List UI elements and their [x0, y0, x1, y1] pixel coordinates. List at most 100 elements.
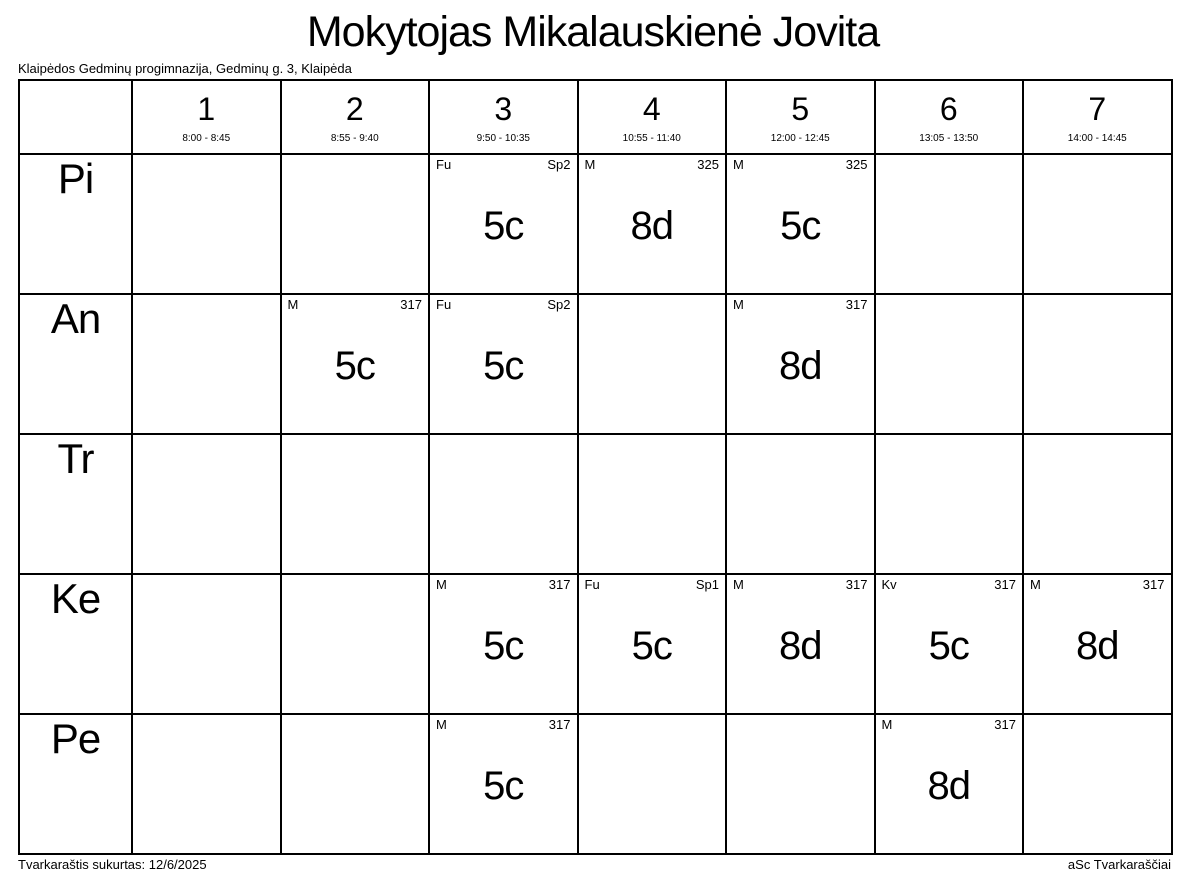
- period-header-1: 1 8:00 - 8:45: [131, 78, 282, 155]
- lesson-cell: Kv 317 5c: [873, 572, 1024, 715]
- subject-abbr: Fu: [436, 296, 452, 312]
- subject-abbr: M: [436, 576, 447, 592]
- empty-cell: [725, 432, 876, 575]
- empty-cell: [873, 432, 1024, 575]
- class-group: 5c: [631, 624, 673, 669]
- day-label-Tr: Tr: [18, 432, 133, 575]
- lesson-content: M 317 5c: [431, 716, 576, 851]
- lesson-meta: M 317: [282, 296, 427, 313]
- lesson-content: M 317 8d: [728, 576, 873, 711]
- period-time: 9:50 - 10:35: [476, 132, 530, 144]
- empty-cell: [1022, 152, 1173, 295]
- empty-cell: [428, 432, 579, 575]
- empty-cell: [576, 712, 727, 855]
- empty-cell: [131, 292, 282, 435]
- lesson-cell: M 317 5c: [428, 572, 579, 715]
- lesson-cell: M 317 8d: [725, 292, 876, 435]
- lesson-meta: Fu Sp2: [431, 156, 576, 173]
- lesson-meta: M 317: [728, 576, 873, 593]
- class-group: 5c: [483, 764, 524, 809]
- subject-abbr: M: [436, 716, 447, 732]
- lesson-cell: M 317 8d: [1022, 572, 1173, 715]
- class-group: 5c: [780, 204, 821, 249]
- empty-cell: [576, 432, 727, 575]
- period-time: 10:55 - 11:40: [622, 132, 681, 144]
- lesson-content: M 317 5c: [282, 296, 427, 431]
- lesson-meta: M 325: [579, 156, 724, 173]
- lesson-meta: Fu Sp2: [431, 296, 576, 313]
- lesson-cell: M 317 5c: [279, 292, 430, 435]
- empty-cell: [1022, 292, 1173, 435]
- class-group: 5c: [483, 204, 524, 249]
- empty-cell: [279, 572, 430, 715]
- class-group: 5c: [334, 344, 376, 389]
- lesson-content: Fu Sp2 5c: [431, 296, 576, 431]
- lesson-cell: M 317 8d: [725, 572, 876, 715]
- subject-abbr: M: [733, 156, 744, 172]
- lesson-cell: M 317 8d: [873, 712, 1024, 855]
- subject-abbr: Fu: [584, 576, 600, 592]
- lesson-cell: Fu Sp1 5c: [576, 572, 727, 715]
- day-row-Pe: Pe M 317 5c M 317 8d: [18, 712, 1173, 855]
- period-header-7: 7 14:00 - 14:45: [1022, 78, 1173, 155]
- empty-cell: [279, 432, 430, 575]
- lesson-meta: M 317: [431, 716, 576, 733]
- day-label-Ke: Ke: [18, 572, 133, 715]
- empty-cell: [279, 712, 430, 855]
- lesson-meta: M 317: [431, 576, 576, 593]
- class-group: 5c: [483, 344, 524, 389]
- footer-created-date: Tvarkaraštis sukurtas: 12/6/2025: [18, 856, 207, 872]
- page-footer: Tvarkaraštis sukurtas: 12/6/2025 aSc Tva…: [18, 856, 1171, 873]
- lesson-content: M 325 5c: [728, 156, 873, 291]
- period-header-2: 2 8:55 - 9:40: [279, 78, 430, 155]
- empty-cell: [131, 712, 282, 855]
- subject-abbr: M: [881, 716, 893, 732]
- room-label: 317: [548, 576, 571, 592]
- period-time: 12:00 - 12:45: [770, 132, 830, 144]
- page-title: Mokytojas Mikalauskienė Jovita: [306, 8, 880, 56]
- class-group: 5c: [483, 624, 524, 669]
- room-label: 317: [548, 716, 571, 732]
- empty-cell: [279, 152, 430, 295]
- period-header-content: 2 8:55 - 9:40: [282, 82, 427, 151]
- class-group: 5c: [928, 624, 970, 669]
- lesson-cell: Fu Sp2 5c: [428, 292, 579, 435]
- class-group: 8d: [927, 764, 971, 809]
- lesson-cell: M 325 5c: [725, 152, 876, 295]
- period-header-content: 1 8:00 - 8:45: [134, 82, 279, 151]
- lesson-cell: Fu Sp2 5c: [428, 152, 579, 295]
- period-number: 7: [1088, 91, 1107, 128]
- day-row-Ke: Ke M 317 5c Fu Sp1 5c M 317 8d Kv 317 5c M 317 8d: [18, 572, 1173, 715]
- period-time: 13:05 - 13:50: [919, 132, 979, 144]
- timetable-body: Pi Fu Sp2 5c M 325 8d M 325 5c An M 317 5c Fu Sp2 5c M 317…: [18, 152, 1173, 855]
- timetable-page: Mokytojas Mikalauskienė Jovita Klaipėdos…: [0, 6, 1186, 886]
- period-header-content: 3 9:50 - 10:35: [431, 82, 576, 151]
- day-label-Pe: Pe: [18, 712, 133, 855]
- room-label: 317: [994, 716, 1016, 732]
- period-number: 6: [939, 91, 958, 128]
- class-group: 8d: [779, 624, 822, 669]
- period-time: 8:55 - 9:40: [330, 132, 379, 144]
- period-number: 1: [197, 91, 216, 128]
- period-time: 8:00 - 8:45: [182, 132, 231, 144]
- lesson-content: M 317 8d: [728, 296, 873, 431]
- lesson-cell: M 317 5c: [428, 712, 579, 855]
- subject-abbr: Fu: [436, 156, 452, 172]
- room-label: 317: [400, 296, 422, 312]
- period-number: 4: [642, 91, 661, 128]
- lesson-meta: M 325: [728, 156, 873, 173]
- empty-cell: [1022, 432, 1173, 575]
- day-label-An: An: [18, 292, 133, 435]
- period-time: 14:00 - 14:45: [1067, 132, 1127, 144]
- class-group: 8d: [1076, 624, 1119, 669]
- lesson-meta: Kv 317: [876, 576, 1021, 593]
- lesson-cell: M 325 8d: [576, 152, 727, 295]
- lesson-meta: M 317: [1025, 576, 1170, 593]
- period-header-3: 3 9:50 - 10:35: [428, 78, 579, 155]
- day-row-An: An M 317 5c Fu Sp2 5c M 317 8d: [18, 292, 1173, 435]
- empty-cell: [1022, 712, 1173, 855]
- room-label: Sp2: [547, 156, 571, 172]
- empty-cell: [131, 572, 282, 715]
- empty-cell: [725, 712, 876, 855]
- room-label: 317: [994, 576, 1016, 592]
